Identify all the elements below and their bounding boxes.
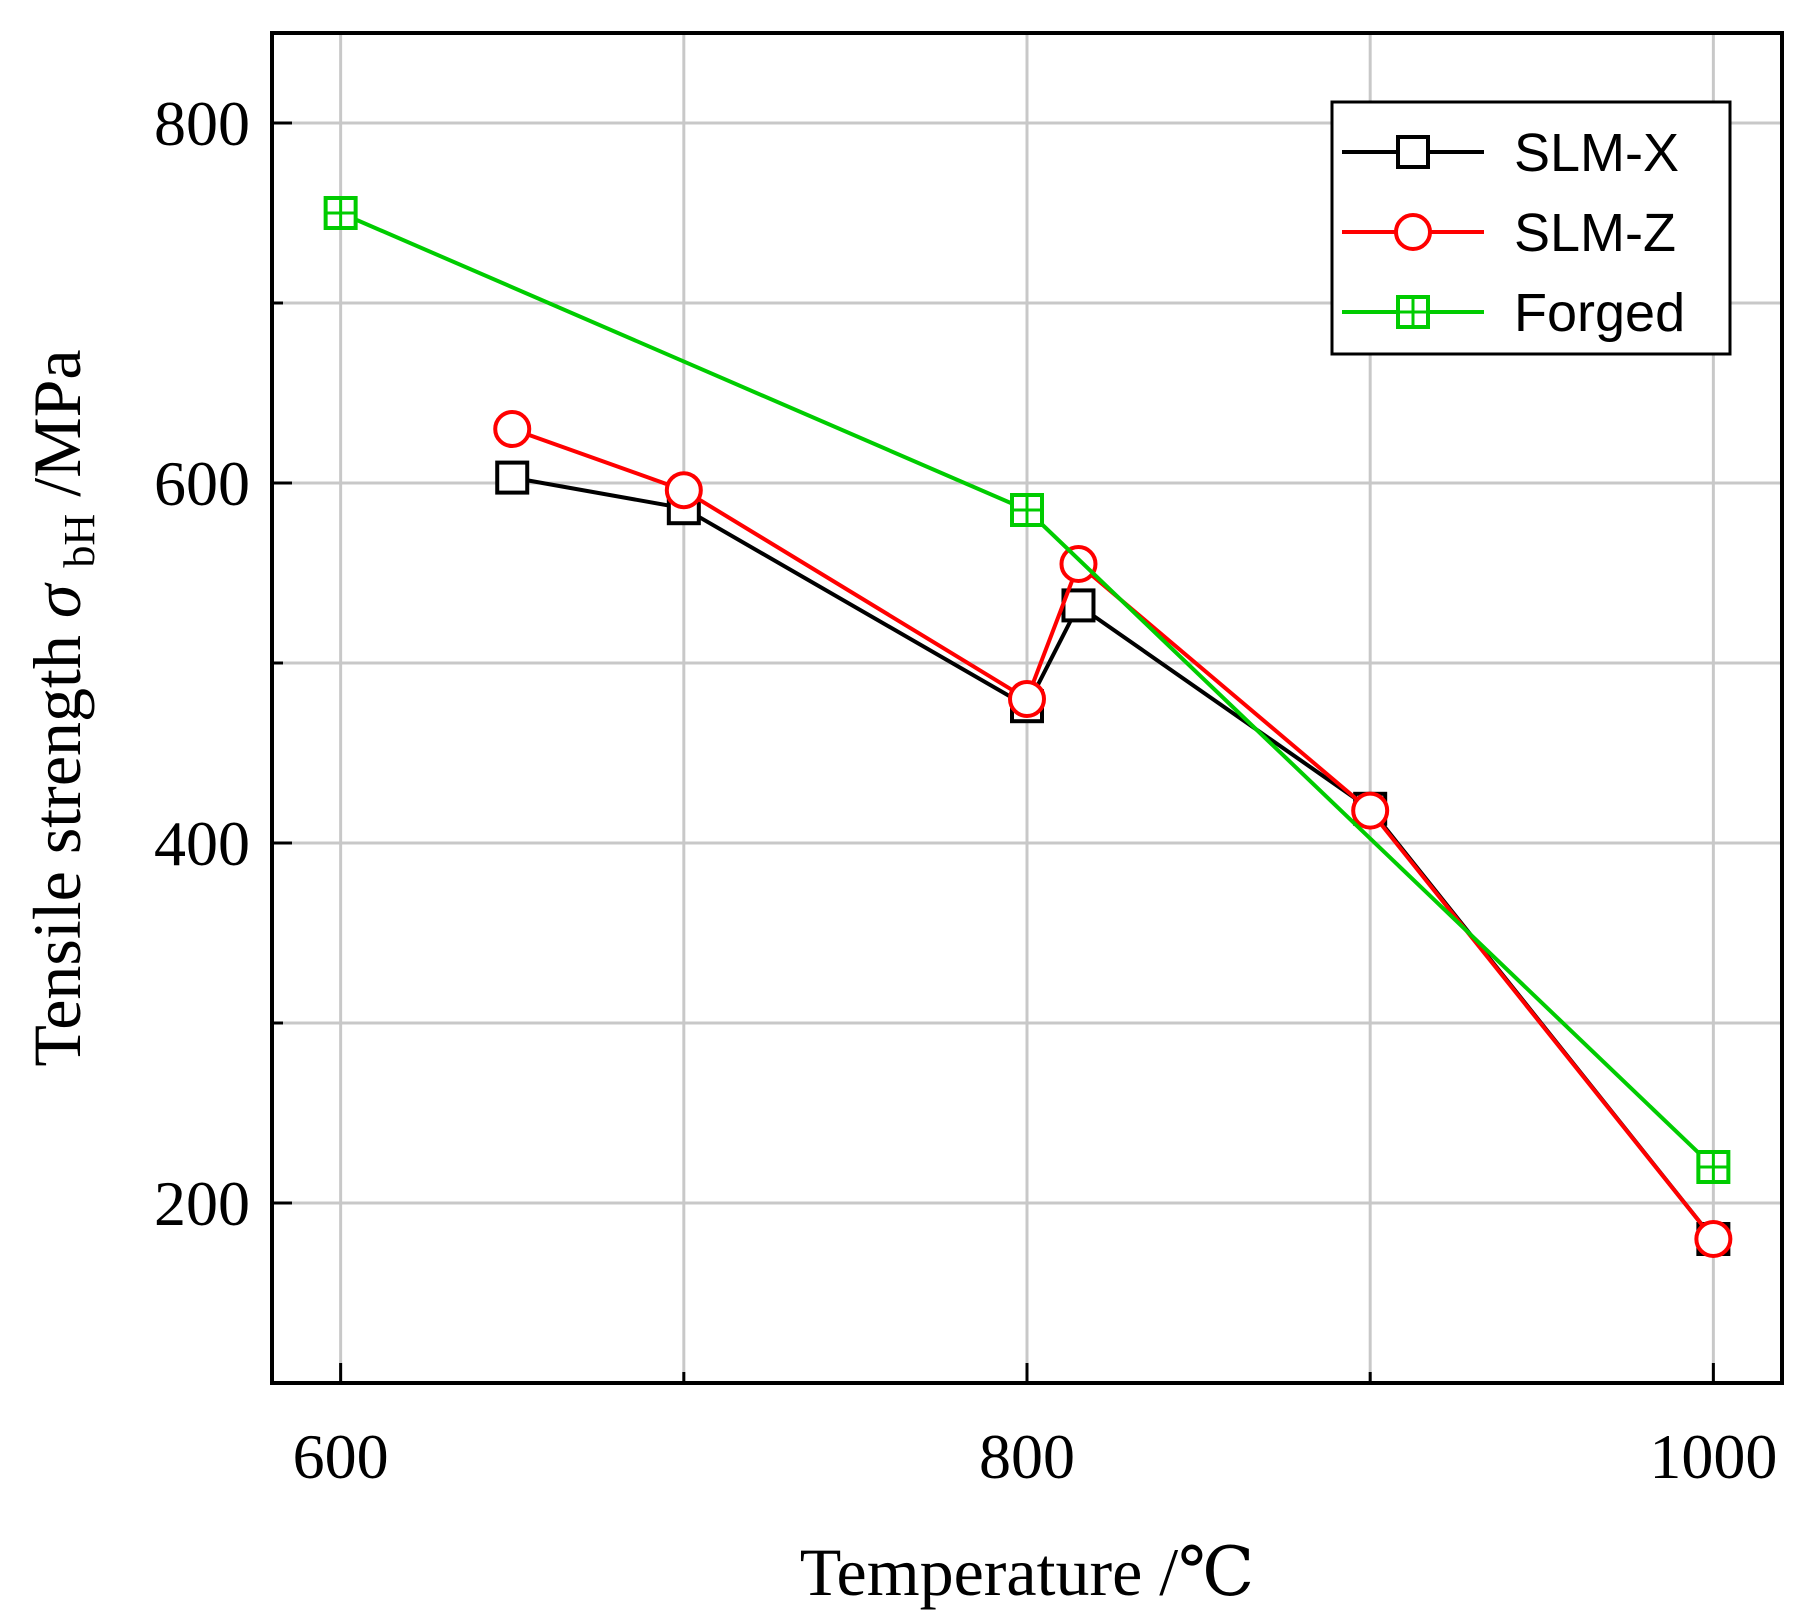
- data-point-forged: [1010, 493, 1044, 527]
- y-tick-label: 200: [154, 1168, 250, 1239]
- series-forged: [323, 196, 1731, 1184]
- data-point-slm-z: [1694, 1220, 1733, 1258]
- y-tick-label: 800: [154, 88, 250, 159]
- legend-item-forged: Forged: [1342, 283, 1685, 343]
- legend-item-slm-z: SLM-Z: [1342, 203, 1676, 263]
- series-slm-z: [493, 410, 1733, 1258]
- legend-marker: [1396, 295, 1430, 329]
- data-point-slm-x: [495, 460, 530, 495]
- y-axis-title: Tensile strength σ bH /MPa: [19, 349, 109, 1066]
- x-tick-label: 600: [293, 1421, 389, 1492]
- data-point-forged: [1696, 1150, 1731, 1184]
- legend-label: SLM-Z: [1514, 203, 1676, 263]
- legend-item-slm-x: SLM-X: [1342, 123, 1679, 183]
- y-tick-label: 400: [154, 808, 250, 879]
- y-axis-title-symbol: σ: [19, 582, 95, 618]
- x-tick-label: 1000: [1649, 1421, 1777, 1492]
- data-point-slm-z: [1008, 680, 1046, 718]
- y-tick-label: 600: [154, 448, 250, 519]
- data-point-slm-z: [493, 410, 532, 448]
- axis-ticks: 600 800 1000 200 400 600 800: [154, 88, 1777, 1492]
- legend: SLM-X SLM-Z Forged: [1330, 100, 1732, 356]
- y-axis-title-subscript: bH: [55, 514, 104, 568]
- legend-label: SLM-X: [1514, 123, 1679, 183]
- data-point-slm-z: [664, 471, 703, 510]
- y-axis-title-prefix: Tensile strength: [19, 618, 95, 1066]
- series-line-slm-z: [511, 427, 1715, 1241]
- data-point-forged: [323, 196, 358, 230]
- y-axis-title-suffix: /MPa: [19, 349, 95, 496]
- x-axis-title: Temperature /℃: [800, 1534, 1255, 1610]
- legend-marker: [1396, 135, 1430, 169]
- x-tick-label: 800: [979, 1421, 1075, 1492]
- legend-marker: [1394, 213, 1432, 251]
- data-point-slm-z: [1059, 545, 1098, 583]
- legend-label: Forged: [1514, 283, 1685, 343]
- series-layer: [323, 196, 1733, 1258]
- data-point-slm-z: [1351, 791, 1390, 830]
